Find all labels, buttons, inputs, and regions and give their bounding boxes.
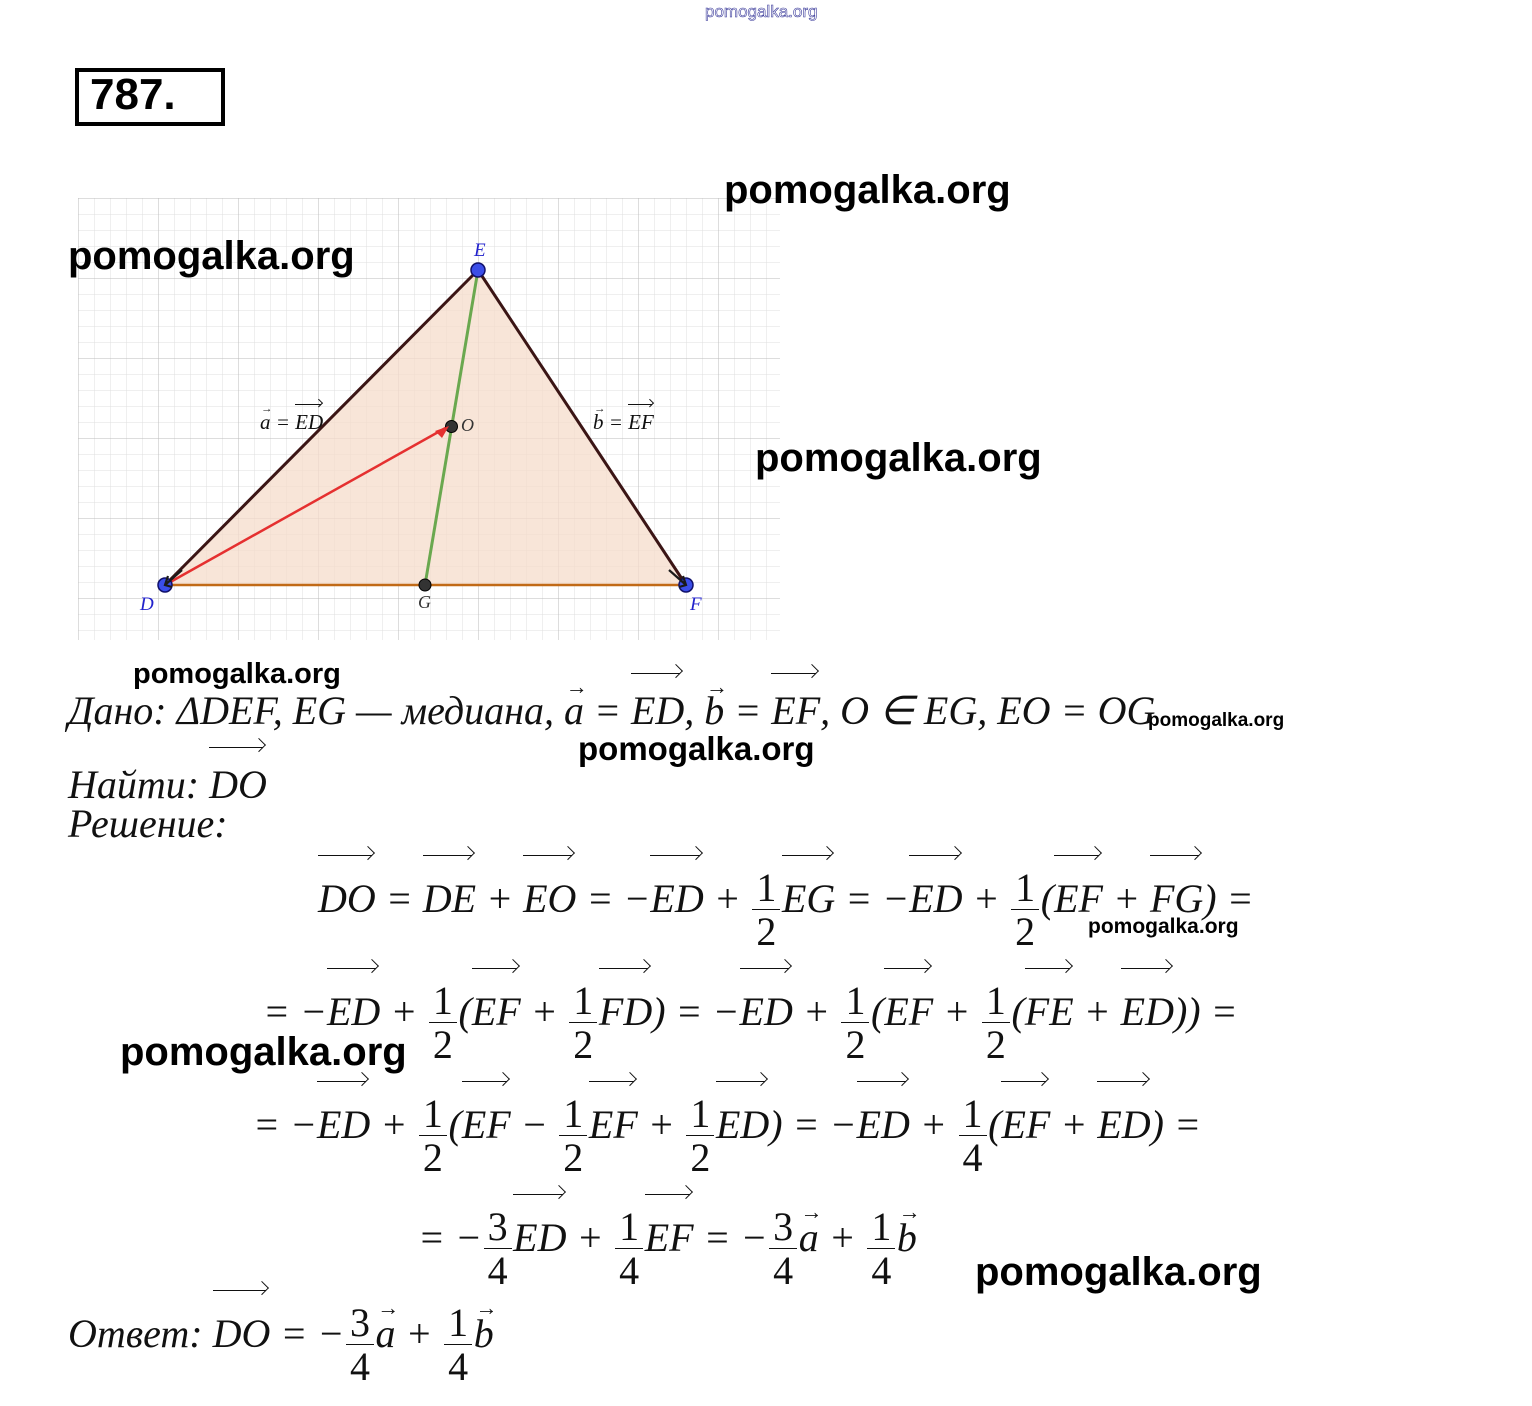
svg-text:E: E <box>473 240 486 261</box>
svg-text:G: G <box>418 592 431 612</box>
svg-text:F: F <box>689 594 702 615</box>
svg-text:O: O <box>461 415 474 435</box>
svg-text:D: D <box>139 594 154 615</box>
